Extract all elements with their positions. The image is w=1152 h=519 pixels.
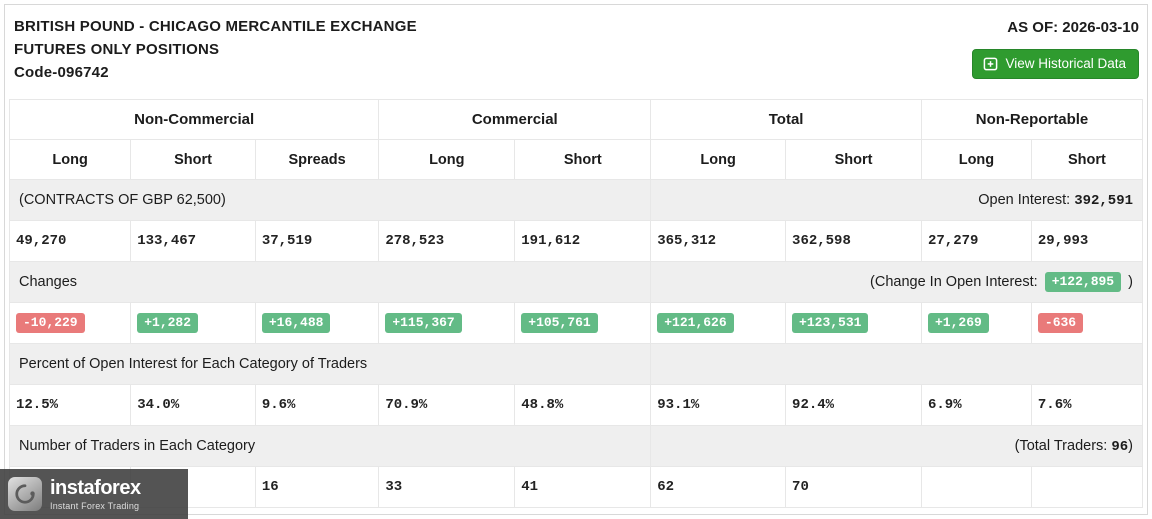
instaforex-logo-icon [8, 477, 42, 511]
percent-label: Percent of Open Interest for Each Catego… [8, 343, 652, 385]
percent-cell: 7.6% [1030, 384, 1144, 426]
position-cell: 362,598 [785, 220, 922, 262]
change-badge: +105,761 [521, 313, 598, 333]
view-historical-data-label: View Historical Data [1005, 56, 1126, 71]
change-cell: +121,626 [650, 302, 787, 344]
percent-cell: 9.6% [254, 384, 380, 426]
change-cell: +123,531 [785, 302, 922, 344]
percent-cell: 6.9% [921, 384, 1032, 426]
percent-row: 12.5% 34.0% 9.6% 70.9% 48.8% 93.1% 92.4%… [8, 384, 1144, 426]
percent-cell: 93.1% [650, 384, 787, 426]
trader-count-cell: 41 [514, 466, 652, 508]
report-code: Code-096742 [14, 64, 109, 81]
changes-row: -10,229 +1,282 +16,488 +115,367 +105,761… [8, 302, 1144, 344]
group-header-commercial: Commercial [378, 99, 652, 140]
open-interest-label: Open Interest: [978, 191, 1071, 208]
percent-cell: 12.5% [8, 384, 132, 426]
as-of-date: AS OF: 2026-03-10 [1007, 19, 1139, 36]
change-badge: +121,626 [657, 313, 734, 333]
report-header: BRITISH POUND - CHICAGO MERCANTILE EXCHA… [9, 5, 1143, 99]
watermark-tagline: Instant Forex Trading [50, 500, 140, 511]
trader-count-cell: 62 [650, 466, 787, 508]
position-cell: 37,519 [254, 220, 380, 262]
total-traders-value: 96 [1111, 438, 1129, 455]
percent-cell: 92.4% [785, 384, 922, 426]
trader-count-cell [1030, 466, 1144, 508]
column-header-long: Long [378, 139, 516, 180]
change-in-oi-label: (Change In Open Interest: [870, 274, 1038, 290]
open-interest-value: 392,591 [1074, 192, 1133, 209]
contracts-note: (CONTRACTS OF GBP 62,500) [8, 179, 652, 221]
position-cell: 27,279 [921, 220, 1032, 262]
change-badge: +1,282 [137, 313, 199, 333]
view-historical-data-button[interactable]: View Historical Data [972, 49, 1139, 79]
change-cell: +1,269 [921, 302, 1032, 344]
column-header-short: Short [130, 139, 256, 180]
change-badge: -10,229 [16, 313, 85, 333]
change-in-oi-badge: +122,895 [1044, 272, 1122, 292]
instaforex-watermark: instaforex Instant Forex Trading [0, 469, 188, 519]
column-header-long: Long [650, 139, 787, 180]
change-cell: -10,229 [8, 302, 132, 344]
percent-header-row: Percent of Open Interest for Each Catego… [8, 343, 1143, 385]
position-cell: 278,523 [378, 220, 516, 262]
column-header-long: Long [8, 139, 132, 180]
position-cell: 49,270 [8, 220, 132, 262]
change-badge: -636 [1037, 313, 1084, 333]
changes-header-row: Changes (Change In Open Interest: +122,8… [8, 261, 1143, 303]
traders-label: Number of Traders in Each Category [8, 425, 652, 467]
contracts-open-interest-row: (CONTRACTS OF GBP 62,500) Open Interest:… [8, 179, 1143, 221]
total-traders: (Total Traders: 96) [650, 425, 1143, 467]
group-header-non-reportable: Non-Reportable [921, 99, 1143, 140]
column-header-short: Short [514, 139, 652, 180]
percent-header-spacer [650, 343, 1143, 385]
cot-report-panel: BRITISH POUND - CHICAGO MERCANTILE EXCHA… [4, 4, 1148, 515]
positions-row: 49,270 133,467 37,519 278,523 191,612 36… [8, 220, 1144, 262]
report-subtitle: FUTURES ONLY POSITIONS [14, 41, 220, 58]
total-traders-suffix: ) [1128, 437, 1133, 454]
change-cell: -636 [1030, 302, 1144, 344]
changes-label: Changes [8, 261, 652, 303]
position-cell: 191,612 [514, 220, 652, 262]
column-header-short: Short [1030, 139, 1144, 180]
position-cell: 29,993 [1030, 220, 1144, 262]
percent-cell: 48.8% [514, 384, 652, 426]
trader-count-cell: 33 [378, 466, 516, 508]
change-badge: +115,367 [385, 313, 462, 333]
trader-count-cell: 16 [254, 466, 380, 508]
report-header-right: AS OF: 2026-03-10 View Historical Data [972, 19, 1139, 79]
open-interest: Open Interest: 392,591 [650, 179, 1143, 221]
trader-count-cell [921, 466, 1032, 508]
position-cell: 133,467 [130, 220, 256, 262]
traders-header-row: Number of Traders in Each Category (Tota… [8, 425, 1143, 467]
historical-data-icon [983, 56, 998, 71]
percent-cell: 70.9% [378, 384, 516, 426]
report-titles: BRITISH POUND - CHICAGO MERCANTILE EXCHA… [14, 19, 417, 88]
column-header-short: Short [785, 139, 922, 180]
group-header-non-commercial: Non-Commercial [8, 99, 380, 140]
column-header-spreads: Spreads [254, 139, 380, 180]
percent-cell: 34.0% [130, 384, 256, 426]
change-in-oi-suffix: ) [1128, 274, 1133, 290]
report-title: BRITISH POUND - CHICAGO MERCANTILE EXCHA… [14, 18, 417, 35]
position-cell: 365,312 [650, 220, 787, 262]
column-header-long: Long [921, 139, 1032, 180]
watermark-text: instaforex Instant Forex Trading [50, 478, 141, 511]
group-header-row: Non-Commercial Commercial Total Non-Repo… [8, 99, 1143, 140]
change-badge: +16,488 [261, 313, 331, 333]
change-in-open-interest: (Change In Open Interest: +122,895 ) [650, 261, 1143, 303]
change-cell: +115,367 [378, 302, 516, 344]
group-header-total: Total [650, 99, 922, 140]
change-cell: +105,761 [514, 302, 652, 344]
column-header-row: Long Short Spreads Long Short Long Short… [8, 139, 1144, 180]
change-badge: +123,531 [792, 313, 869, 333]
watermark-brand: instaforex [50, 476, 141, 499]
change-badge: +1,269 [928, 313, 989, 333]
trader-count-cell: 70 [785, 466, 922, 508]
total-traders-label: (Total Traders: [1014, 437, 1108, 454]
cot-table: Non-Commercial Commercial Total Non-Repo… [8, 99, 1144, 508]
change-cell: +16,488 [254, 302, 380, 344]
change-cell: +1,282 [130, 302, 256, 344]
